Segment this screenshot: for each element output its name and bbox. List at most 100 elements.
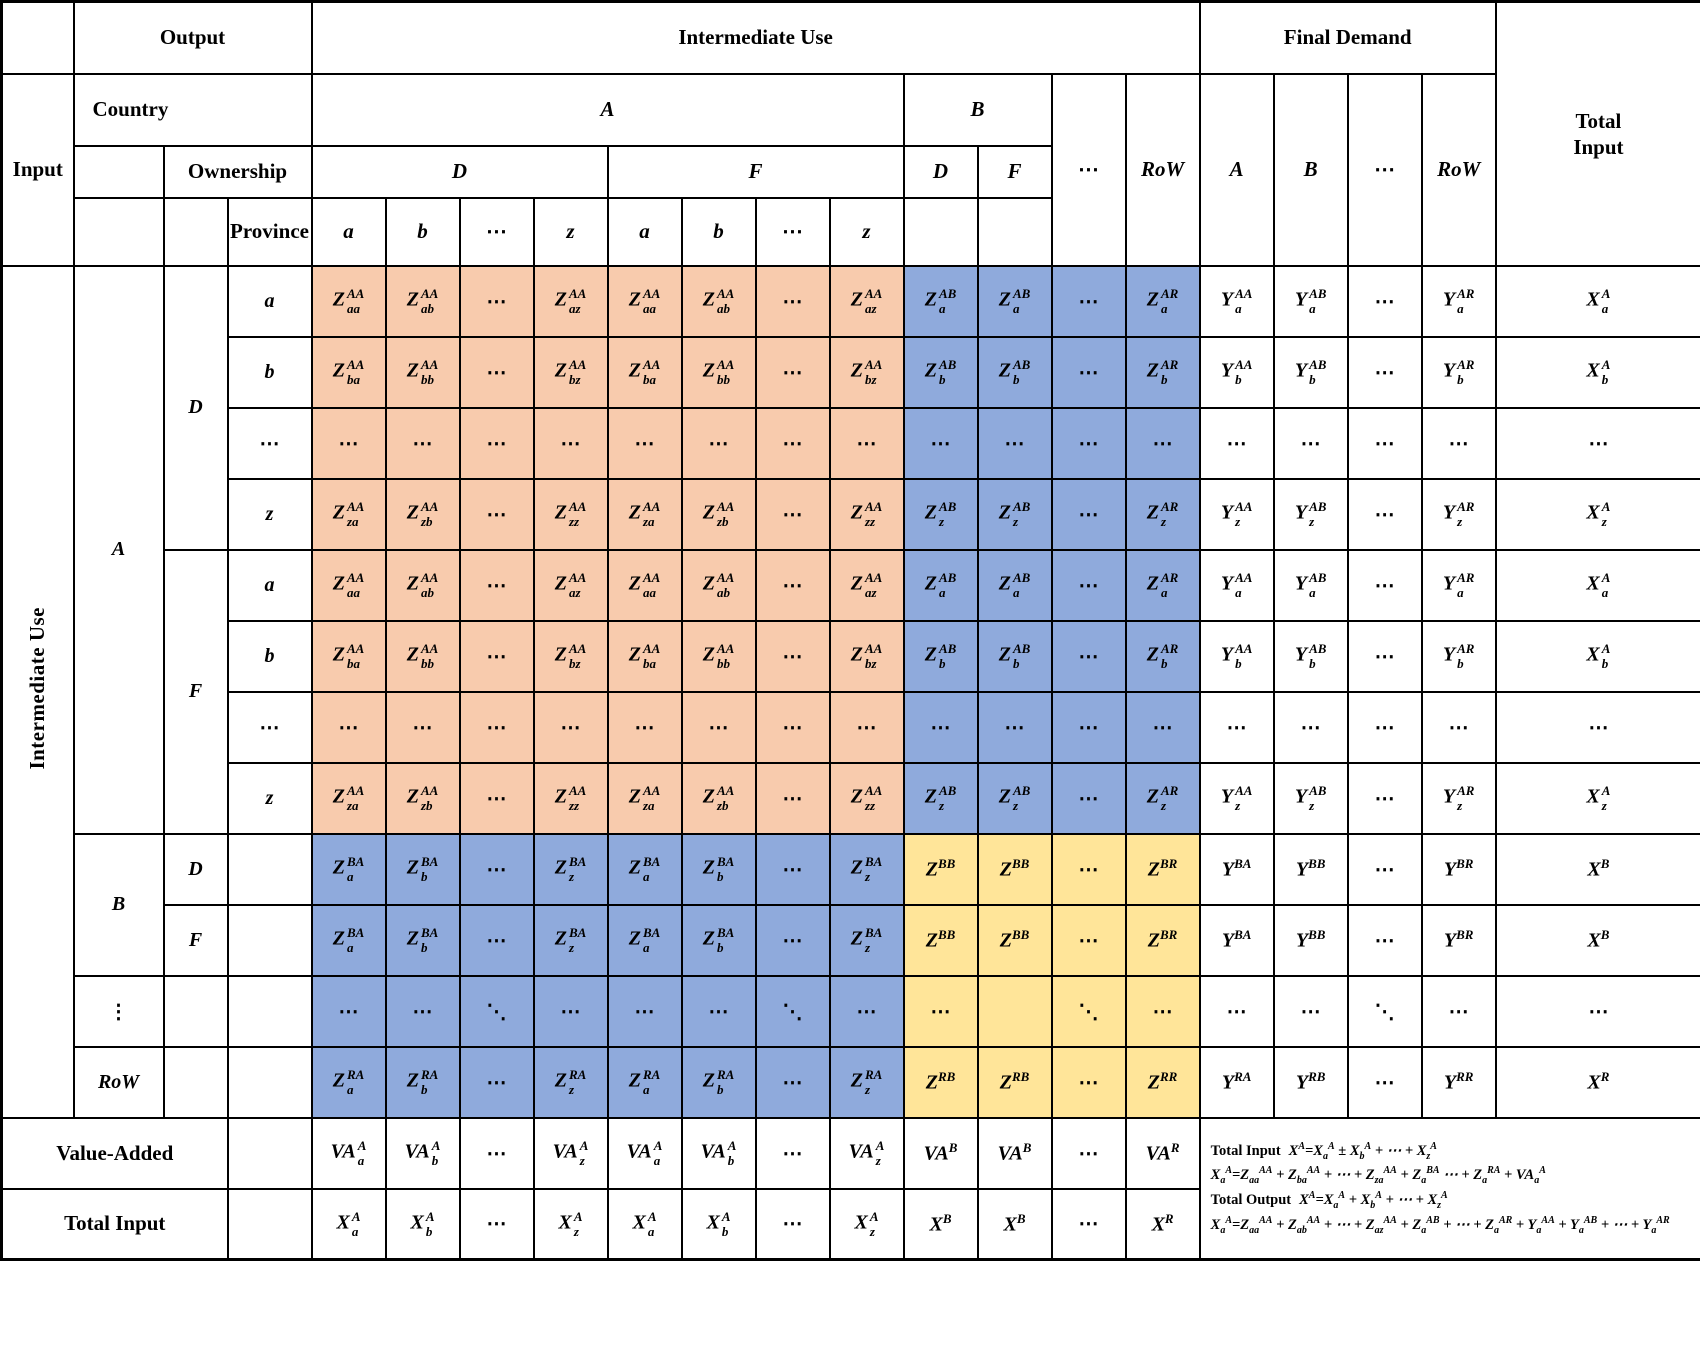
intermediate-use-cell: Z AR z [1124,761,1201,835]
intermediate-use-cell: ⋯ [532,406,609,480]
intermediate-use-cell: ⋯ [754,1187,831,1261]
final-demand-cell: YRR [1420,1045,1497,1119]
intermediate-use-cell: XB [976,1187,1053,1261]
intermediate-use-cell: Z AA ba [310,335,387,409]
intermediate-use-cell: ⋯ [1050,761,1127,835]
intermediate-use-cell: ⋯ [680,974,757,1048]
intermediate-use-cell: ⋯ [458,1045,535,1119]
header-ownership: Ownership [162,144,313,199]
intermediate-use-cell: Z AA aa [606,548,683,622]
final-demand-cell: ⋯ [1198,406,1275,480]
col-province-spacer [902,196,979,267]
final-demand-cell: ⋯ [1420,406,1497,480]
intermediate-use-cell: Z RA a [310,1045,387,1119]
row-province-b: b [226,619,313,693]
final-demand-cell: ⋯ [1420,974,1497,1048]
intermediate-use-cell: ⋯ [1124,690,1201,764]
intermediate-use-cell: ⋯ [828,406,905,480]
intermediate-use-cell: Z AR b [1124,619,1201,693]
final-demand-cell: Y AB b [1272,335,1349,409]
intermediate-use-cell: ⋯ [458,477,535,551]
intermediate-use-cell: ⋯ [1050,477,1127,551]
final-demand-cell: ⋯ [1420,690,1497,764]
intermediate-use-cell: ZBB [902,832,979,906]
intermediate-use-cell: Z AA za [310,761,387,835]
intermediate-use-cell: ⋯ [754,1116,831,1190]
intermediate-use-cell: Z RA a [606,1045,683,1119]
header-province: Province [226,196,313,267]
col-province-a: a [606,196,683,267]
intermediate-use-cell: Z AB b [902,619,979,693]
header-intermediate-use: Intermediate Use [310,0,1201,75]
final-demand-cell: Y AA a [1198,264,1275,338]
table-row: z Z AA za Z AA zb ⋯ Z AA zz Z AA za Z AA zb ⋯ Z AA zz Z AB z Z AB… [2,477,1700,551]
final-demand-cell: Y AA z [1198,761,1275,835]
final-demand-cell: ⋯ [1346,903,1423,977]
fd-col-dots: ⋯ [1346,72,1423,267]
intermediate-use-cell: ⋯ [606,406,683,480]
intermediate-use-cell: Z AA zb [384,477,461,551]
intermediate-use-cell: ZBB [976,832,1053,906]
final-demand-cell: ⋯ [1198,974,1275,1048]
final-demand-cell: ⋯ [1346,548,1423,622]
table-row: b Z AA ba Z AA bb ⋯ Z AA bz Z AA ba Z AA bb ⋯ Z AA bz Z AB b Z AB… [2,619,1700,693]
intermediate-use-cell: ⋯ [828,690,905,764]
final-demand-cell: ⋯ [1272,406,1349,480]
col-province-z: z [828,196,905,267]
intermediate-use-cell: ⋯ [902,406,979,480]
intermediate-use-cell: Z AA ab [384,264,461,338]
intermediate-use-cell: Z AA za [310,477,387,551]
intermediate-use-cell: ⋯ [828,974,905,1048]
intermediate-use-cell: ⋯ [458,690,535,764]
intermediate-use-cell: ⋯ [976,690,1053,764]
final-demand-cell: ⋯ [1272,974,1349,1048]
header-row-2: Input Country A B ⋯ RoW A B ⋯ RoW [0,72,1700,267]
intermediate-use-cell: ⋯ [1050,1187,1127,1261]
row-country-vdots: ⋮ [72,974,165,1048]
vertical-label-intermediate-use: Intermediate Use [25,607,50,770]
final-demand-cell: Y AA a [1198,548,1275,622]
intermediate-use-cell: ⋯ [754,690,831,764]
intermediate-use-cell: Z AA ab [384,548,461,622]
intermediate-use-cell: Z AA ab [680,548,757,622]
intermediate-use-cell: ZBB [902,903,979,977]
table-header: Output Intermediate Use Final Demand Tot… [0,0,1700,267]
intermediate-use-cell: Z AB b [976,619,1053,693]
intermediate-use-cell: Z AA aa [310,264,387,338]
final-demand-cell: ⋱ [1346,974,1423,1048]
intermediate-use-cell: ⋯ [754,761,831,835]
intermediate-use-cell: Z AA ab [680,264,757,338]
intermediate-use-cell: Z AA ba [310,619,387,693]
col-ownership-a-d: D [310,144,609,199]
col-province-dots: ⋯ [458,196,535,267]
balance-equations: Total Input XA=XaA ± XbA + ⋯ + XzA XaA=Zaa… [1198,1116,1700,1261]
intermediate-use-cell: ⋯ [754,477,831,551]
table-row: ⋮ ⋯ ⋯ ⋱ ⋯ ⋯ ⋯ ⋱ ⋯ ⋯ ⋱ ⋯ ⋯ ⋯ ⋱ ⋯ ⋯ [2,974,1700,1048]
row-province-a: a [226,264,313,338]
intermediate-use-cell: VAB [902,1116,979,1190]
intermediate-use-cell: Z AA ba [606,335,683,409]
final-demand-cell: YRB [1272,1045,1349,1119]
row-ownership-blank [162,1045,229,1119]
intermediate-use-cell: Z AB b [976,335,1053,409]
intermediate-use-cell: Z AA az [532,548,609,622]
row-province-dots: ⋯ [226,406,313,480]
row-province-blank [226,903,313,977]
intermediate-use-cell: Z AA bz [828,335,905,409]
col-province-b: b [384,196,461,267]
final-demand-cell: ⋯ [1198,690,1275,764]
header-row-3: Ownership D F D F [2,144,1700,199]
intermediate-use-cell: ⋯ [1124,406,1201,480]
row-country-a: A [72,264,165,835]
stub-spacer [162,196,229,267]
intermediate-use-cell: Z RA b [384,1045,461,1119]
intermediate-use-cell: ⋯ [1124,974,1201,1048]
intermediate-use-cell: Z AA aa [606,264,683,338]
